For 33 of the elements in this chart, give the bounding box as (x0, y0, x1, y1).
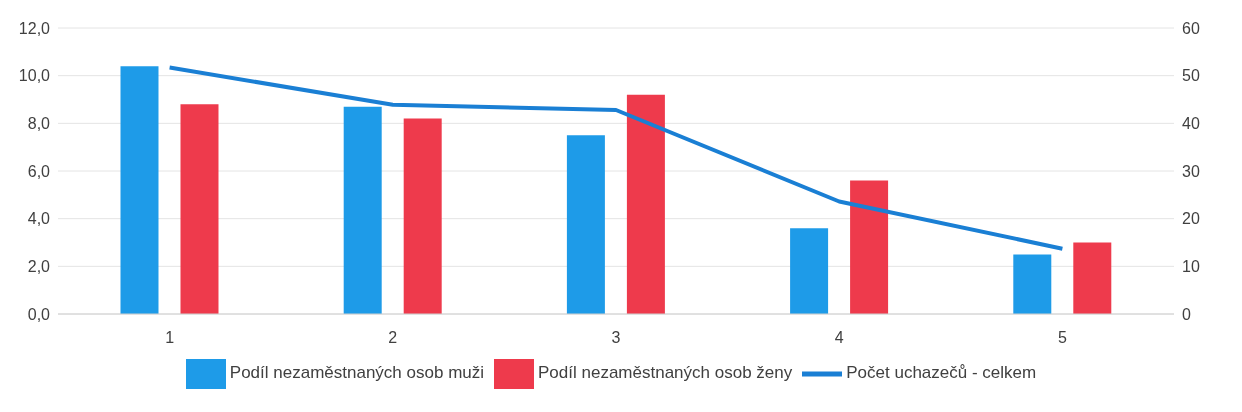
y2-tick-label: 0 (1182, 305, 1191, 323)
bar (180, 104, 219, 314)
x-tick-label: 3 (611, 329, 621, 347)
bar (1013, 254, 1052, 314)
y-tick-label: 6,0 (27, 162, 51, 180)
y2-tick-label: 20 (1182, 210, 1200, 228)
legend-label: Podíl nezaměstnaných osob ženy (538, 363, 793, 383)
y2-tick-label: 10 (1182, 258, 1200, 276)
x-tick-label: 4 (834, 329, 844, 347)
bar (850, 180, 889, 314)
bar (120, 66, 159, 314)
x-tick-label: 5 (1057, 329, 1067, 347)
bar (566, 135, 605, 314)
bar (790, 228, 829, 314)
y-tick-label: 2,0 (27, 258, 51, 276)
y2-tick-label: 60 (1182, 19, 1200, 37)
bar (1073, 242, 1112, 314)
y-tick-label: 8,0 (27, 115, 51, 133)
bar (343, 106, 382, 314)
y2-tick-label: 40 (1182, 115, 1200, 133)
legend-label: Počet uchazečů - celkem (846, 363, 1037, 383)
legend-label: Podíl nezaměstnaných osob muži (229, 363, 485, 383)
y-tick-label: 12,0 (18, 19, 51, 37)
y-tick-label: 10,0 (18, 67, 51, 85)
y2-tick-label: 50 (1182, 67, 1200, 85)
line-series (167, 65, 1065, 251)
x-tick-label: 1 (165, 329, 175, 347)
bar (626, 94, 665, 314)
y-tick-label: 0,0 (27, 305, 51, 323)
y2-tick-label: 30 (1182, 162, 1200, 180)
bar (403, 118, 442, 314)
y-tick-label: 4,0 (27, 210, 51, 228)
x-tick-label: 2 (388, 329, 398, 347)
